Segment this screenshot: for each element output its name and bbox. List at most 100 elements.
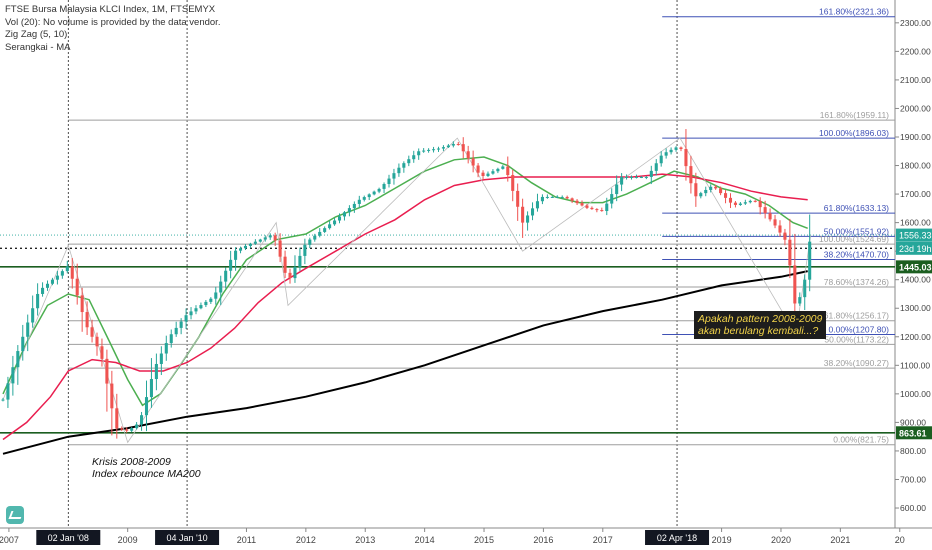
x-tick-label: 2011 [237, 535, 256, 545]
x-tick-label: 2019 [712, 535, 732, 545]
candle-body [575, 200, 579, 204]
support-level-tag [896, 260, 932, 274]
candle-body [149, 379, 153, 398]
candle-body [793, 265, 797, 304]
x-tick-label: 2017 [593, 535, 613, 545]
candle-body [318, 231, 322, 236]
candle-body [570, 198, 574, 201]
candle-body [263, 237, 267, 240]
candle-body [590, 207, 594, 210]
y-tick-label: 2300.00 [900, 18, 931, 28]
fib-level-label: 0.00%(821.75) [833, 435, 889, 445]
candle-body [110, 383, 114, 409]
candle-body [31, 308, 35, 323]
candle-body [778, 225, 782, 233]
candle-body [461, 144, 465, 152]
support-level-label: 1445.03 [899, 262, 932, 272]
candle-body [164, 343, 168, 354]
candle-body [679, 147, 683, 149]
x-axis-marker-tag [155, 530, 220, 545]
candle-body [397, 167, 401, 174]
candle-body [352, 203, 356, 209]
fib-level-label: 161.80%(2321.36) [819, 7, 889, 17]
candle-body [377, 188, 381, 192]
y-tick-label: 2200.00 [900, 46, 931, 56]
candle-body [724, 193, 728, 198]
candle-body [738, 203, 742, 205]
price-tag-label: 1556.33 [899, 231, 932, 241]
y-tick-label: 1600.00 [900, 218, 931, 228]
x-tick-label: 2021 [830, 535, 850, 545]
fib-level-label: 61.80%(1633.13) [824, 203, 889, 213]
y-tick-label: 600.00 [900, 503, 926, 513]
candle-body [140, 415, 144, 425]
candle-body [130, 428, 134, 431]
candle-body [144, 397, 149, 416]
candle-body [6, 383, 10, 400]
candle-body [125, 429, 129, 431]
candle-body [333, 220, 337, 225]
candle-body [382, 184, 386, 189]
candle-body [763, 207, 767, 214]
candle-body [105, 358, 109, 384]
fib-level-label: 100.00%(1896.03) [819, 128, 889, 138]
candle-body [427, 149, 431, 151]
tradingview-logo-icon[interactable] [6, 506, 24, 524]
y-tick-label: 1800.00 [900, 161, 931, 171]
x-tick-label: 2014 [415, 535, 435, 545]
candle-body [629, 176, 634, 178]
y-tick-label: 900.00 [900, 417, 926, 427]
candle-body [441, 147, 445, 149]
candle-body [808, 241, 812, 280]
fib-level-label: 161.80%(1959.11) [820, 110, 889, 120]
y-tick-label: 700.00 [900, 474, 926, 484]
candle-body [347, 208, 351, 213]
candle-body [234, 250, 238, 260]
support-level-tag [896, 426, 932, 440]
price-tag [896, 241, 932, 255]
candle-body [728, 197, 733, 203]
candle-body [560, 196, 564, 198]
candle-body [585, 205, 589, 208]
candle-body [115, 408, 119, 429]
candle-body [758, 201, 762, 208]
candle-body [337, 216, 342, 221]
candle-body [476, 165, 480, 173]
candle-body [199, 305, 203, 309]
candle-body [689, 166, 693, 184]
candle-body [521, 206, 525, 223]
x-axis-marker-label: 04 Jan '10 [166, 533, 207, 543]
candle-body [120, 428, 124, 430]
fib-level-label: 0.00%(1207.80) [829, 325, 890, 335]
candle-body [501, 166, 505, 169]
candle-body [436, 148, 441, 150]
support-level-label: 863.61 [899, 428, 927, 438]
candle-body [392, 173, 396, 179]
candle-body [60, 271, 64, 276]
candle-body [184, 315, 188, 322]
candle-body [219, 281, 223, 293]
y-tick-label: 1700.00 [900, 189, 931, 199]
candle-body [273, 235, 277, 241]
candle-body [422, 150, 426, 152]
candle-body [154, 363, 158, 380]
legend-zigzag: Zig Zag (5, 10) [5, 29, 68, 40]
krisis-line-2: Index rebounce MA200 [92, 468, 201, 480]
candle-body [615, 184, 619, 195]
x-tick-label: 2020 [771, 535, 791, 545]
candle-body [41, 287, 45, 294]
x-axis-marker-label: 02 Jan '08 [48, 533, 89, 543]
krisis-annotation: Krisis 2008-2009 Index rebounce MA200 [92, 456, 201, 480]
candle-body [293, 267, 297, 279]
candle-body [625, 176, 629, 178]
candle-body [407, 159, 411, 164]
y-axis-panel [895, 0, 932, 550]
candle-body [768, 213, 772, 220]
candle-body [580, 203, 584, 206]
candle-body [11, 367, 15, 384]
candle-body [268, 235, 272, 238]
y-tick-label: 1100.00 [900, 360, 930, 370]
candle-body [466, 151, 470, 159]
fib-level-label: 61.80%(1256.17) [824, 311, 889, 321]
candle-body [649, 170, 653, 177]
